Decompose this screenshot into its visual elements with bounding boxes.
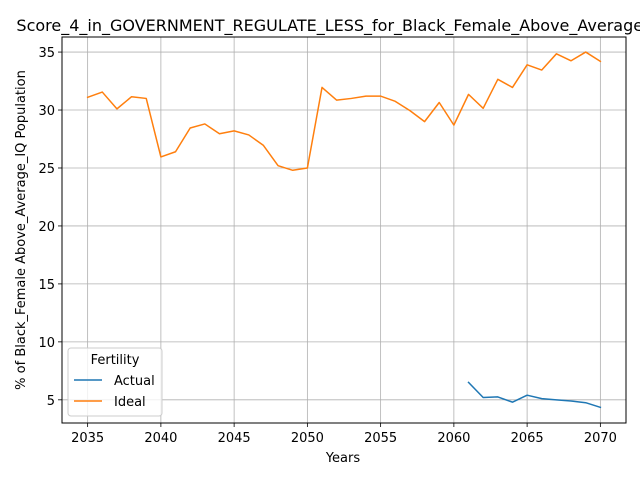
y-tick-label: 10 xyxy=(38,336,55,351)
legend-label-actual: Actual xyxy=(114,374,155,389)
y-axis-label: % of Black_Female Above_Average_IQ Popul… xyxy=(14,70,29,390)
series-line-ideal xyxy=(86,51,602,172)
chart-title: Score_4_in_GOVERNMENT_REGULATE_LESS_for_… xyxy=(16,16,640,36)
x-tick-label: 2050 xyxy=(291,431,324,446)
y-tick-label: 30 xyxy=(38,104,55,119)
legend-label-ideal: Ideal xyxy=(114,395,146,410)
y-axis-ticks: 5 10 15 20 25 30 35 xyxy=(38,46,62,409)
y-tick-label: 35 xyxy=(38,46,55,61)
y-tick-label: 25 xyxy=(38,162,55,177)
y-tick-label: 20 xyxy=(38,220,55,235)
x-tick-label: 2055 xyxy=(364,431,397,446)
x-tick-label: 2035 xyxy=(71,431,104,446)
legend-title: Fertility xyxy=(91,353,140,368)
x-axis-label: Years xyxy=(325,451,361,466)
x-tick-label: 2065 xyxy=(511,431,544,446)
x-tick-label: 2040 xyxy=(144,431,177,446)
legend-box xyxy=(67,347,163,417)
y-tick-label: 15 xyxy=(38,278,55,293)
series-lines xyxy=(86,51,602,409)
legend: Fertility Actual Ideal xyxy=(67,347,163,417)
x-axis-ticks: 2035 2040 2045 2050 2055 2060 2065 2070 xyxy=(71,423,617,446)
x-tick-label: 2060 xyxy=(437,431,470,446)
series-line-actual xyxy=(467,381,602,409)
y-tick-label: 5 xyxy=(47,394,55,409)
x-tick-label: 2045 xyxy=(218,431,251,446)
axes-frame xyxy=(61,36,627,424)
x-tick-label: 2070 xyxy=(584,431,617,446)
